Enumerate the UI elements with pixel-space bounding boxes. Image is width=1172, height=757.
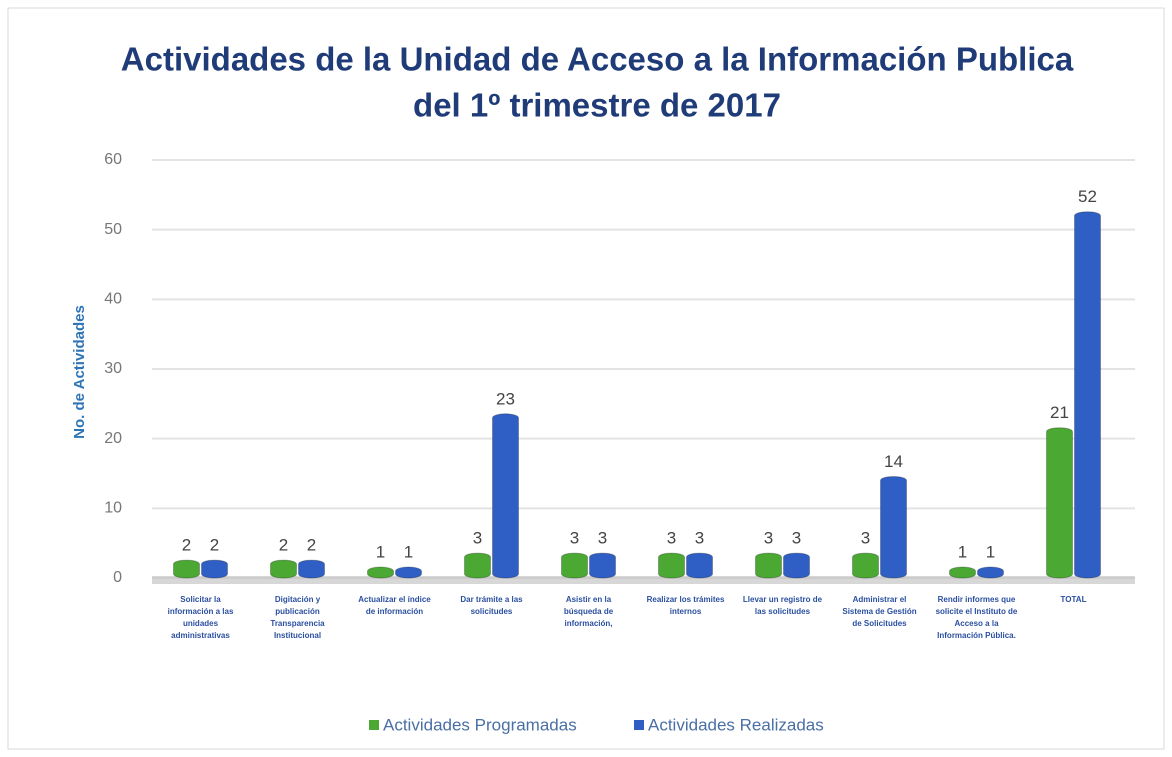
bar [173, 559, 200, 579]
legend-swatch [369, 720, 379, 730]
x-tick-label: Solicitar la información a las unidades … [167, 595, 234, 640]
bar [949, 566, 976, 579]
chart-title: del 1º trimestre de 2017 [413, 87, 781, 124]
bar [880, 475, 907, 579]
data-label: 2 [307, 536, 316, 555]
x-tick-label: Asistir en la búsqueda de información, [563, 595, 614, 628]
y-tick-label: 40 [104, 291, 122, 308]
y-tick-label: 10 [104, 500, 122, 517]
chart-border [7, 7, 1165, 750]
data-label: 3 [473, 529, 482, 548]
x-tick-label: Llevar un registro de las solicitudes [742, 595, 823, 616]
x-tick-label: Digitación y publicación Transparencia I… [270, 595, 325, 640]
y-tick-label: 60 [104, 151, 122, 168]
data-label: 1 [404, 543, 413, 562]
bar [1074, 211, 1101, 579]
data-label: 3 [792, 529, 801, 548]
bar [589, 552, 616, 579]
y-tick-label: 0 [113, 569, 122, 586]
bar [977, 566, 1004, 579]
y-axis-label: No. de Actividades [71, 305, 88, 439]
bar [270, 559, 297, 579]
data-label: 21 [1050, 403, 1069, 422]
bar [395, 566, 422, 579]
data-label: 3 [667, 529, 676, 548]
data-label: 2 [279, 536, 288, 555]
data-label: 1 [376, 543, 385, 562]
x-tick-label: TOTAL [1060, 595, 1087, 604]
bar [464, 552, 491, 579]
bar [783, 552, 810, 579]
data-label: 1 [986, 543, 995, 562]
legend-label: Actividades Programadas [383, 715, 577, 734]
data-label: 3 [570, 529, 579, 548]
bar [1046, 427, 1073, 579]
data-label: 3 [695, 529, 704, 548]
data-label: 1 [958, 543, 967, 562]
data-label: 52 [1078, 187, 1097, 206]
bar [686, 552, 713, 579]
chart-title: Actividades de la Unidad de Acceso a la … [121, 41, 1074, 78]
legend-swatch [634, 720, 644, 730]
x-tick-label: Dar trámite a las solicitudes [460, 595, 523, 616]
legend-label: Actividades Realizadas [648, 715, 824, 734]
bar [367, 566, 394, 579]
floor [152, 576, 1135, 584]
data-label: 23 [496, 389, 515, 408]
bar [755, 552, 782, 579]
bar [298, 559, 325, 579]
y-tick-label: 50 [104, 221, 122, 238]
x-tick-label: Realizar los trámites internos [646, 595, 725, 616]
bar [658, 552, 685, 579]
data-label: 3 [764, 529, 773, 548]
x-tick-label: Administrar el Sistema de Gestión de Sol… [842, 595, 917, 628]
bar [852, 552, 879, 579]
bar [561, 552, 588, 579]
bar [492, 413, 519, 579]
bar [201, 559, 228, 579]
data-label: 3 [861, 529, 870, 548]
data-label: 3 [598, 529, 607, 548]
data-label: 2 [210, 536, 219, 555]
data-label: 2 [182, 536, 191, 555]
y-tick-label: 30 [104, 360, 122, 377]
x-tick-label: Rendir informes que solicite el Institut… [935, 595, 1018, 640]
data-label: 14 [884, 452, 903, 471]
y-tick-label: 20 [104, 430, 122, 447]
x-tick-label: Actualizar el índice de información [358, 595, 431, 616]
